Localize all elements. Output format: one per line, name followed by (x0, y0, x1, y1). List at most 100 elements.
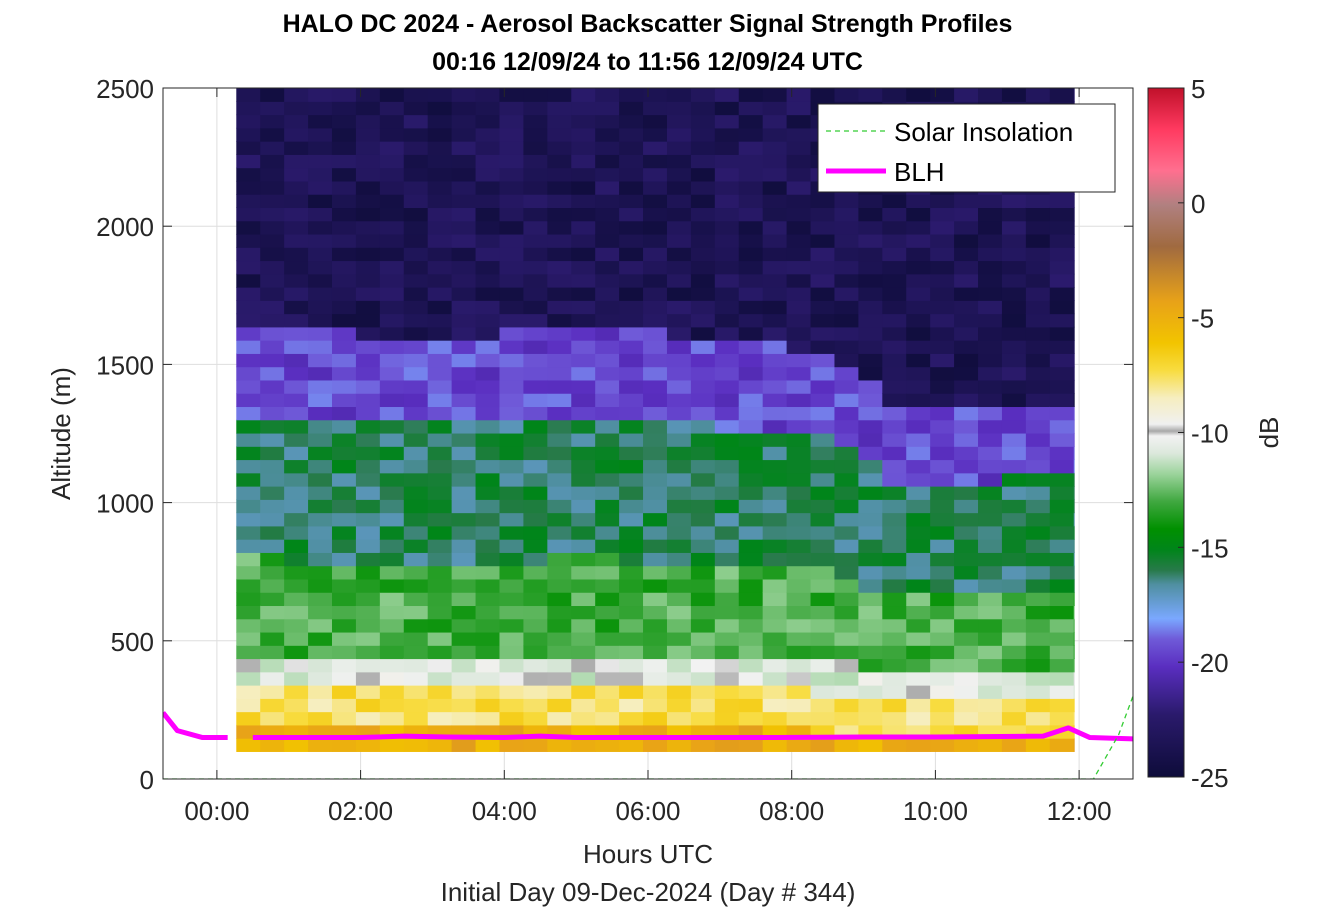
heatmap-cell (786, 114, 812, 129)
heatmap-cell (1073, 472, 1075, 487)
heatmap-cell (284, 127, 309, 142)
heatmap-cell (571, 260, 596, 275)
heatmap-cell (714, 101, 740, 116)
heatmap-cell (690, 379, 716, 394)
heatmap-cell (858, 738, 883, 752)
heatmap-cell (308, 233, 333, 248)
heatmap-cell (523, 671, 548, 686)
heatmap-cell (762, 313, 788, 328)
heatmap-cell (666, 552, 692, 567)
heatmap-cell (451, 486, 477, 500)
heatmap-cell (1049, 711, 1075, 726)
heatmap-cell (260, 486, 285, 500)
heatmap-cell (643, 432, 668, 447)
heatmap-cell (499, 525, 525, 540)
heatmap-cell (738, 260, 764, 275)
heatmap-cell (619, 406, 644, 421)
heatmap-cell (858, 552, 883, 567)
heatmap-cell (475, 525, 501, 540)
heatmap-cell (1001, 592, 1027, 607)
heatmap-cell (690, 366, 716, 381)
heatmap-cell (571, 698, 596, 713)
heatmap-cell (1025, 247, 1051, 262)
heatmap-cell (738, 379, 764, 394)
heatmap-cell (523, 512, 548, 527)
heatmap-cell (475, 499, 501, 514)
heatmap-cell (547, 419, 572, 434)
heatmap-cell (954, 446, 979, 461)
heatmap-cell (499, 353, 525, 368)
heatmap-cell (403, 340, 429, 354)
heatmap-cell (236, 698, 261, 713)
heatmap-cell (882, 326, 907, 341)
heatmap-cell (858, 685, 883, 699)
heatmap-cell (331, 207, 357, 222)
heatmap-cell (595, 552, 620, 567)
heatmap-cell (858, 326, 883, 341)
heatmap-cell (236, 631, 261, 646)
heatmap-cell (643, 326, 668, 341)
heatmap-cell (427, 552, 453, 567)
heatmap-cell (451, 512, 477, 527)
heatmap-cell (571, 220, 596, 235)
heatmap-cell (762, 711, 788, 726)
heatmap-cell (762, 353, 788, 368)
heatmap-cell (619, 127, 644, 142)
heatmap-cell (523, 233, 548, 248)
heatmap-cell (451, 446, 477, 461)
heatmap-cell (260, 592, 285, 607)
heatmap-cell (882, 618, 907, 633)
heatmap-cell (451, 353, 477, 368)
heatmap-cell (619, 685, 644, 699)
heatmap-cell (619, 459, 644, 474)
heatmap-cell (284, 366, 309, 381)
heatmap-cell (595, 671, 620, 686)
heatmap-cell (331, 127, 357, 142)
heatmap-cell (236, 459, 261, 474)
heatmap-cell (403, 220, 429, 235)
heatmap-cell (690, 432, 716, 447)
heatmap-cell (714, 605, 740, 620)
heatmap-cell (595, 300, 620, 315)
heatmap-cell (714, 379, 740, 394)
heatmap-cell (308, 499, 333, 514)
heatmap-cell (810, 539, 836, 553)
heatmap-cell (762, 499, 788, 514)
heatmap-cell (379, 313, 405, 328)
heatmap-cell (499, 233, 525, 248)
legend-blh-label: BLH (894, 157, 945, 187)
heatmap-cell (547, 472, 572, 487)
heatmap-cell (954, 565, 979, 580)
heatmap-cell (451, 313, 477, 328)
heatmap-cell (355, 101, 381, 116)
heatmap-cell (906, 472, 931, 487)
heatmap-cell (403, 154, 429, 169)
heatmap-cell (571, 366, 596, 381)
heatmap-cell (954, 539, 979, 553)
heatmap-cell (475, 260, 501, 275)
heatmap-cell (834, 525, 859, 540)
heatmap-cell (331, 154, 357, 169)
heatmap-cell (355, 180, 381, 195)
heatmap-cell (308, 671, 333, 686)
heatmap-cell (954, 685, 979, 699)
heatmap-cell (1073, 287, 1075, 301)
heatmap-cell (355, 711, 381, 726)
heatmap-cell (427, 578, 453, 593)
heatmap-cell (643, 180, 668, 195)
heatmap-cell (236, 353, 261, 368)
heatmap-cell (451, 406, 477, 421)
heatmap-cell (666, 141, 692, 155)
heatmap-cell (1049, 631, 1075, 646)
heatmap-cell (284, 499, 309, 514)
heatmap-cell (403, 658, 429, 673)
heatmap-cell (762, 552, 788, 567)
heatmap-cell (1025, 711, 1051, 726)
heatmap-cell (619, 499, 644, 514)
heatmap-cell (810, 525, 836, 540)
heatmap-cell (571, 379, 596, 394)
heatmap-cell (355, 499, 381, 514)
heatmap-cell (1025, 446, 1051, 461)
heatmap-cell (666, 671, 692, 686)
heatmap-cell (906, 432, 931, 447)
